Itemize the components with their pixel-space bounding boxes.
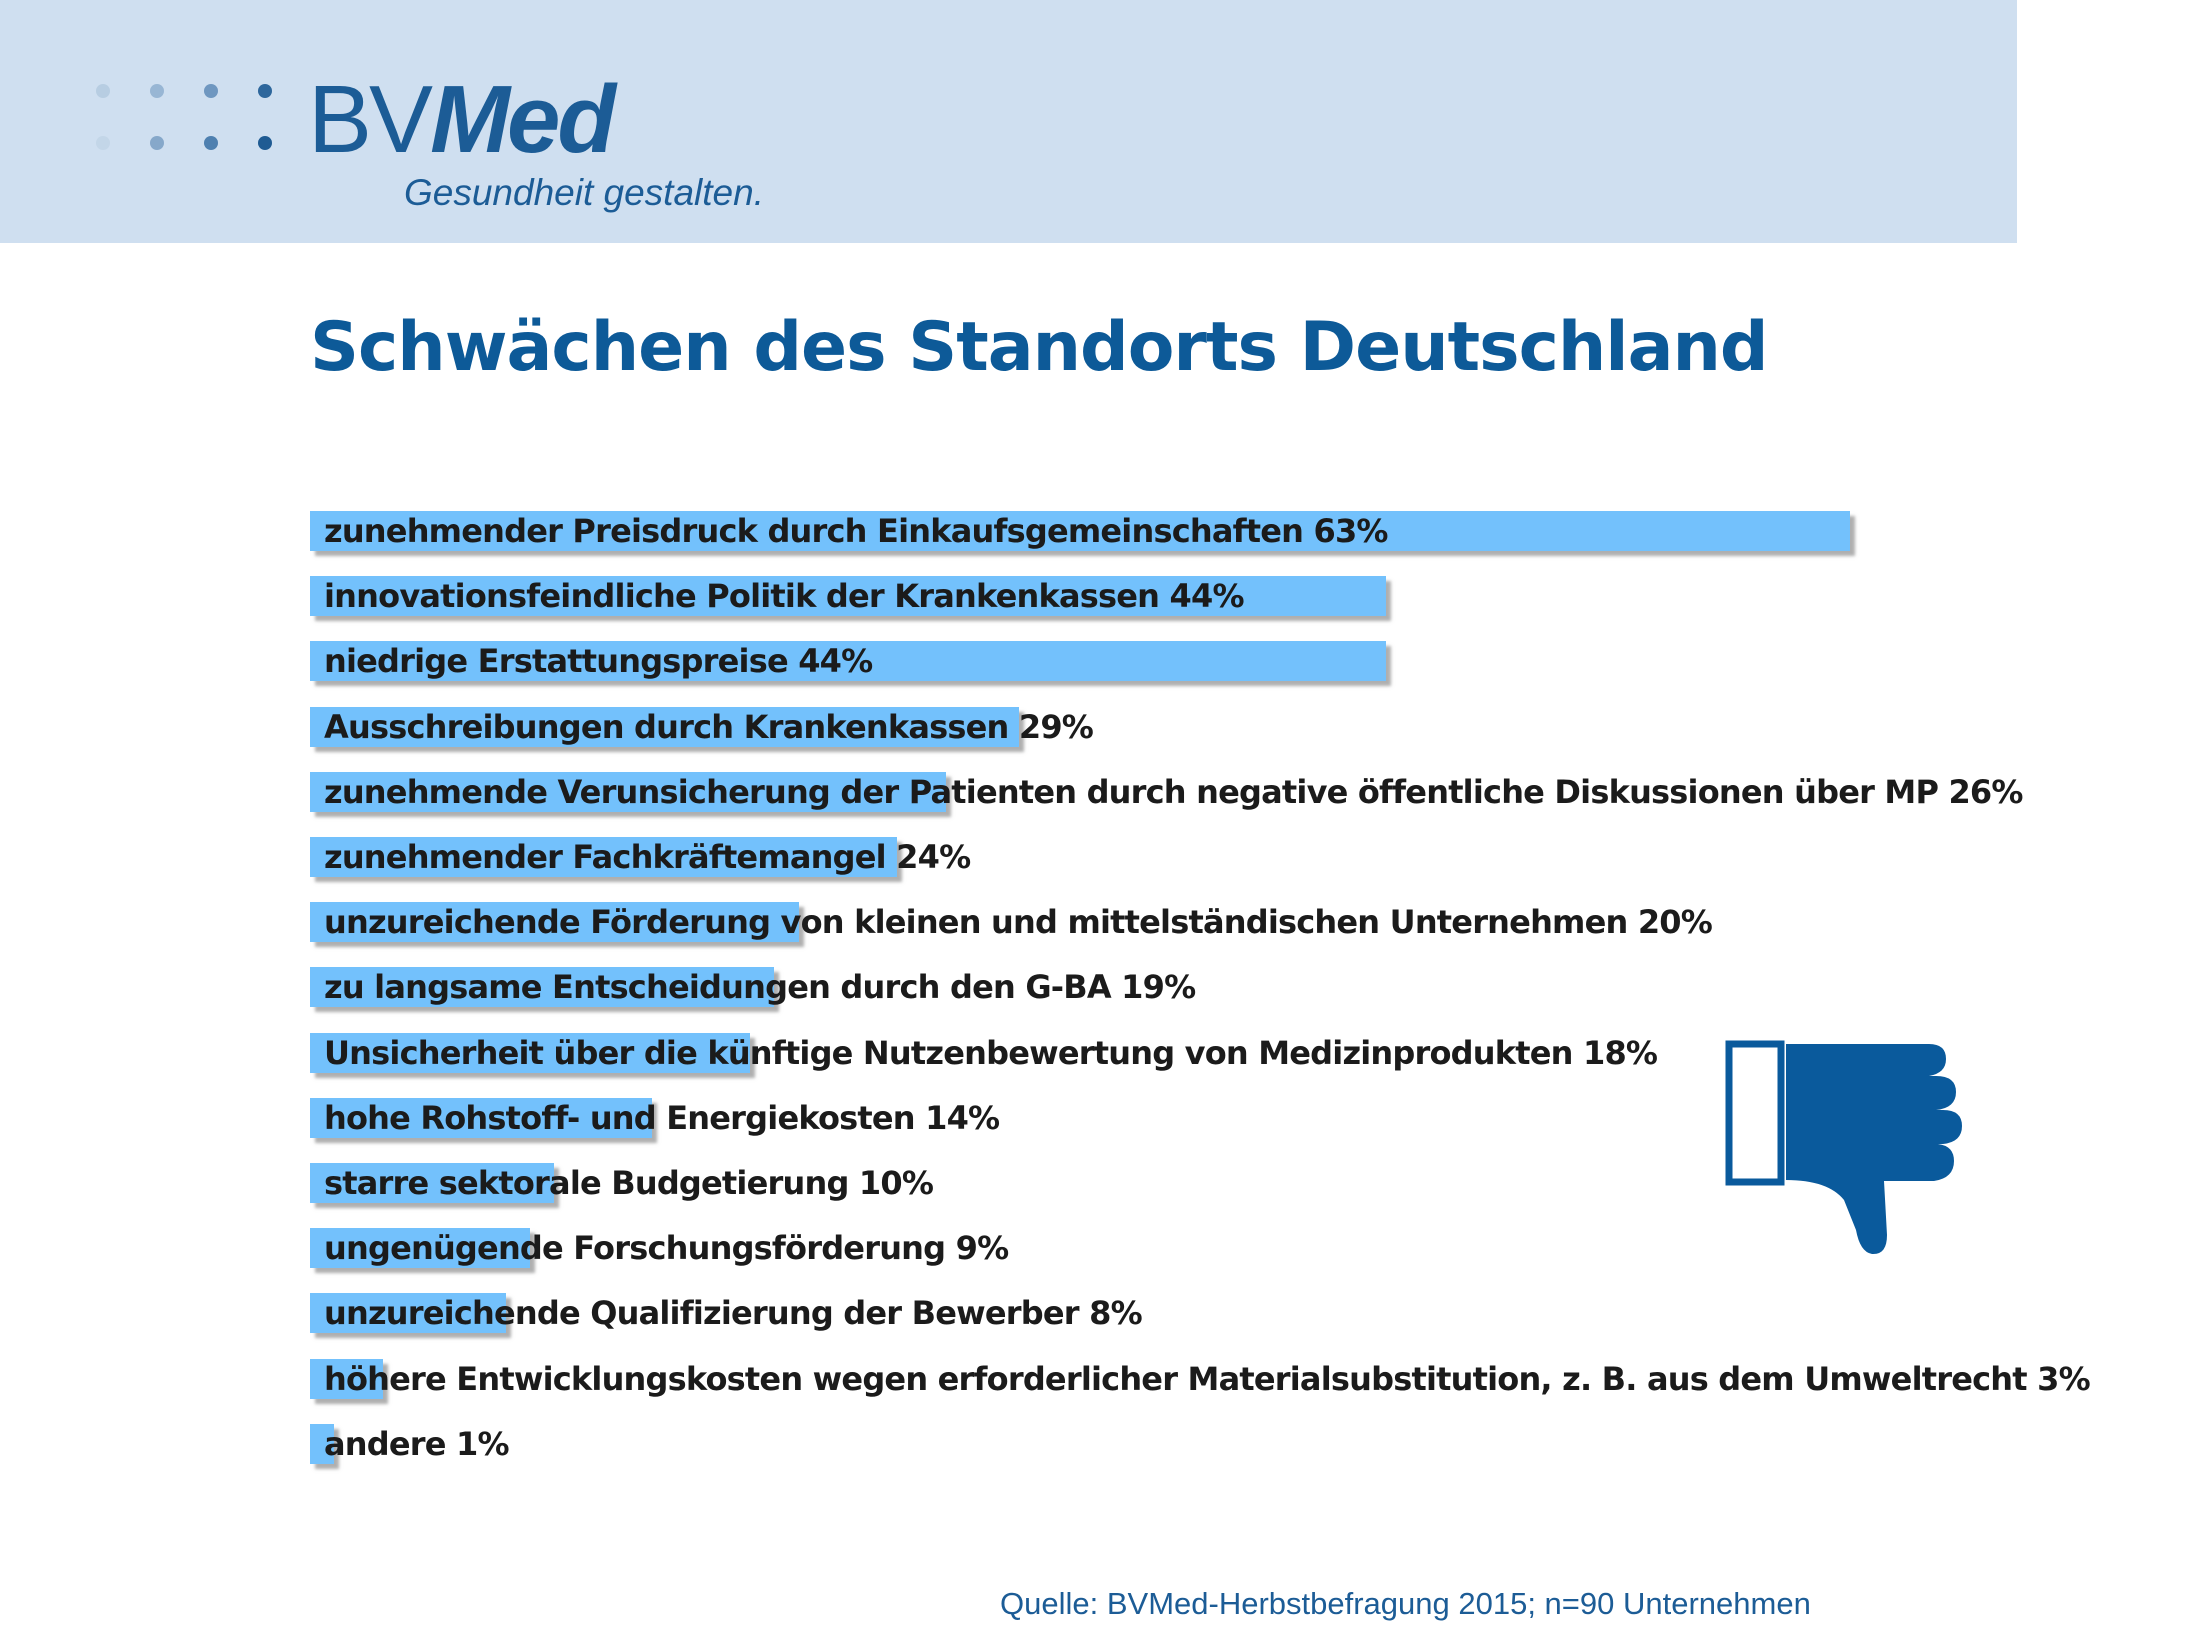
bar bbox=[310, 1098, 652, 1138]
bar bbox=[310, 511, 1850, 551]
bar bbox=[310, 1228, 530, 1268]
source-note: Quelle: BVMed-Herbstbefragung 2015; n=90… bbox=[1000, 1586, 1811, 1621]
bar-label: starre sektorale Budgetierung 10% bbox=[324, 1164, 934, 1202]
bar bbox=[310, 576, 1386, 616]
bar-label: niedrige Erstattungspreise 44% bbox=[324, 642, 873, 680]
logo-dots bbox=[96, 84, 276, 154]
bar-label: hohe Rohstoff- und Energiekosten 14% bbox=[324, 1099, 1000, 1137]
bar bbox=[310, 707, 1019, 747]
bar-label: ungenügende Forschungsförderung 9% bbox=[324, 1229, 1009, 1267]
bar-label: zunehmende Verunsicherung der Patienten … bbox=[324, 773, 2023, 811]
bar bbox=[310, 902, 799, 942]
bar bbox=[310, 641, 1386, 681]
bar bbox=[310, 837, 897, 877]
bar-label: andere 1% bbox=[324, 1425, 510, 1463]
bar bbox=[310, 1359, 383, 1399]
page-title: Schwächen des Standorts Deutschland bbox=[310, 308, 1769, 387]
logo-tagline: Gesundheit gestalten. bbox=[404, 172, 764, 213]
bar-label: zunehmender Fachkräftemangel 24% bbox=[324, 838, 971, 876]
bar-label: höhere Entwicklungskosten wegen erforder… bbox=[324, 1360, 2091, 1398]
bar-label: zu langsame Entscheidungen durch den G-B… bbox=[324, 968, 1196, 1006]
bar bbox=[310, 967, 774, 1007]
bar-label: zunehmender Preisdruck durch Einkaufsgem… bbox=[324, 512, 1388, 550]
thumbs-down-icon bbox=[1725, 1040, 1962, 1255]
bar-label: unzureichende Förderung von kleinen und … bbox=[324, 903, 1713, 941]
bar bbox=[310, 1424, 334, 1464]
bar-label: unzureichende Qualifizierung der Bewerbe… bbox=[324, 1294, 1143, 1332]
bar-label: innovationsfeindliche Politik der Kranke… bbox=[324, 577, 1245, 615]
bar bbox=[310, 1163, 554, 1203]
header-band: BVMed Gesundheit gestalten. bbox=[0, 0, 2017, 243]
bar-label: Ausschreibungen durch Krankenkassen 29% bbox=[324, 708, 1094, 746]
bar bbox=[310, 772, 946, 812]
bar bbox=[310, 1293, 506, 1333]
logo-wordmark: BVMed bbox=[308, 66, 616, 173]
bar bbox=[310, 1033, 750, 1073]
bar-label: Unsicherheit über die künftige Nutzenbew… bbox=[324, 1034, 1658, 1072]
